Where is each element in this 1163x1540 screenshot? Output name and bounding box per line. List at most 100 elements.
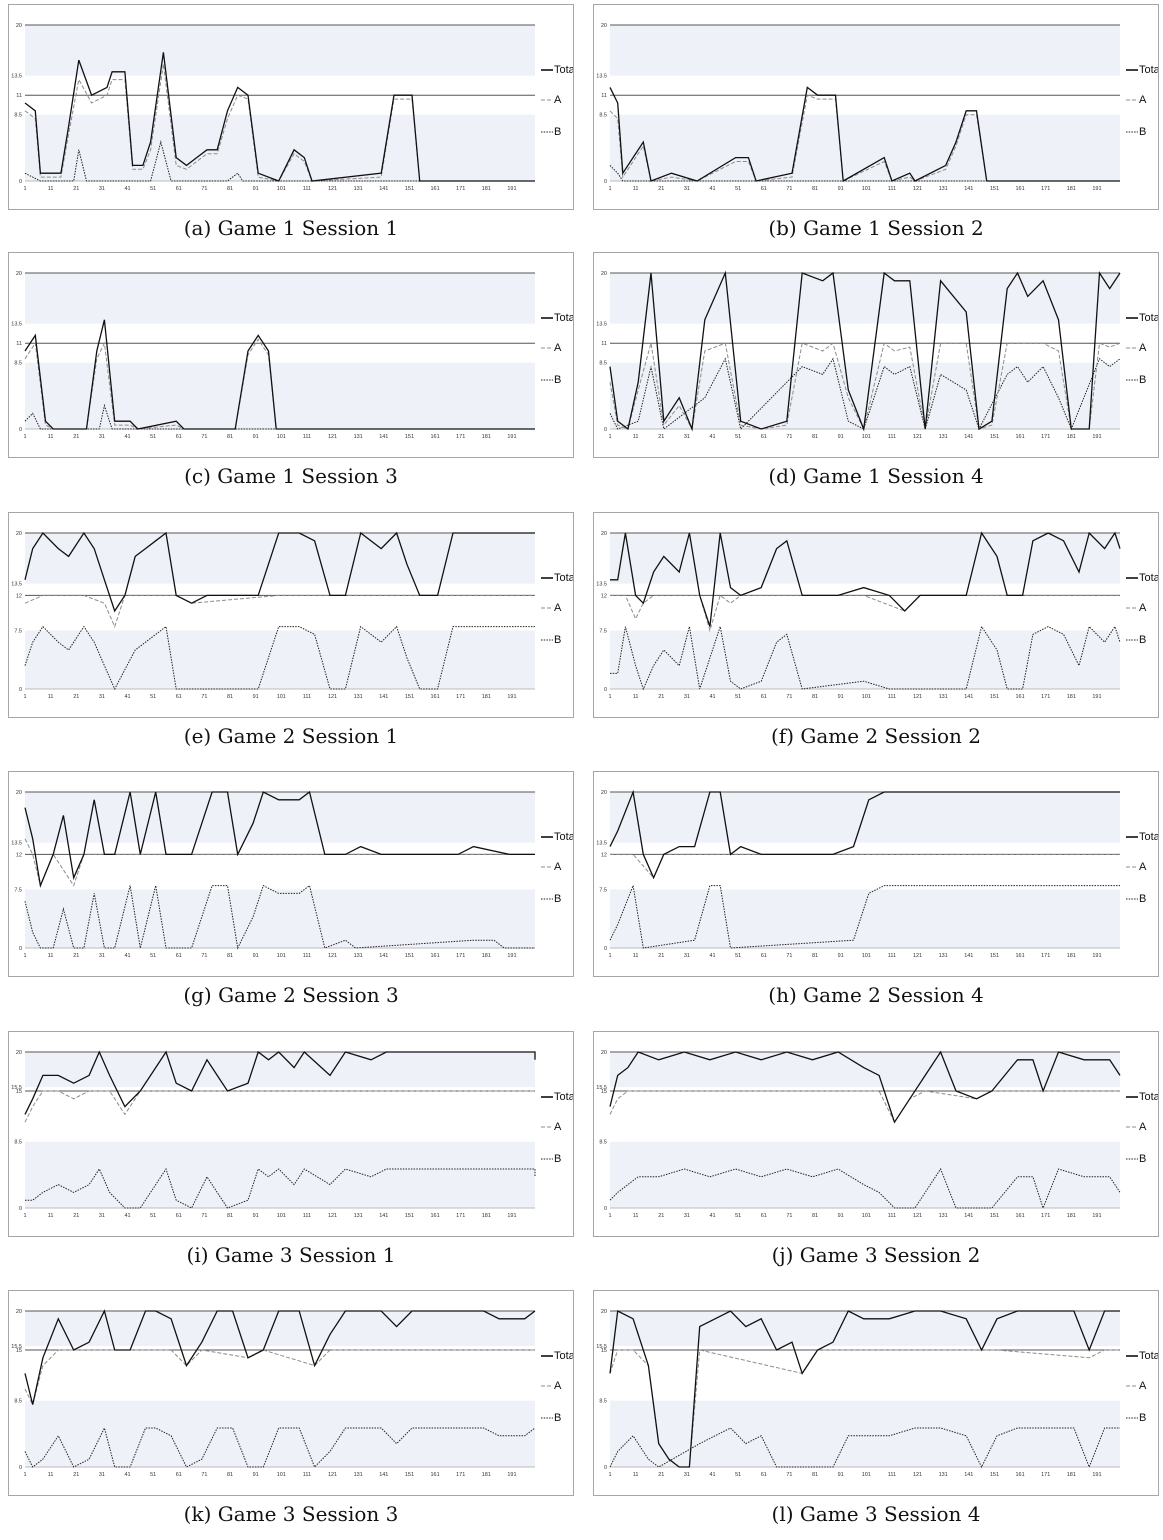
y-tick-label: 15: [601, 1348, 607, 1354]
y-tick-label: 15.5: [11, 1344, 22, 1350]
x-tick-label: 111: [888, 1472, 896, 1478]
x-tick-label: 91: [253, 1213, 259, 1219]
x-tick-label: 1: [608, 1472, 611, 1478]
x-tick-label: 141: [964, 186, 973, 192]
chart-panel: 20 13.5 12 7.5 0 1 11 21 31 41 51 61 71 81 91 101 111 121…: [589, 512, 1163, 762]
x-tick-label: 21: [658, 953, 664, 959]
x-tick-label: 191: [507, 434, 516, 440]
x-tick-label: 31: [684, 186, 690, 192]
series-line-b: [24, 625, 535, 691]
x-tick-label: 41: [709, 434, 715, 440]
x-tick-label: 131: [939, 953, 948, 959]
series-line-a: [610, 853, 1120, 879]
series-line-total: [24, 1309, 536, 1405]
x-tick-label: 91: [838, 1472, 844, 1478]
x-tick-label: 161: [1015, 694, 1024, 700]
x-tick-label: 171: [456, 186, 465, 192]
x-tick-label: 161: [1015, 186, 1024, 192]
y-tick-label: 12: [16, 593, 22, 599]
x-tick-label: 31: [684, 1213, 690, 1219]
x-tick-label: 161: [1015, 434, 1024, 440]
x-tick-label: 191: [507, 953, 516, 959]
legend-label: B: [554, 126, 561, 138]
y-tick-label: 12: [601, 593, 607, 599]
y-tick-label: 8.5: [599, 1140, 607, 1146]
x-tick-label: 91: [838, 694, 844, 700]
x-tick-label: 121: [913, 434, 922, 440]
x-tick-label: 171: [1041, 434, 1050, 440]
legend-label: A: [1139, 94, 1147, 106]
x-tick-label: 131: [354, 1213, 363, 1219]
x-tick-label: 61: [176, 434, 182, 440]
chart-panel: 20 13.5 12 7.5 0 1 11 21 31 41 51 61 71 81 91 101 111 121…: [4, 771, 578, 1021]
y-tick-label: 0: [604, 427, 607, 433]
x-tick-label: 11: [633, 694, 639, 700]
x-tick-label: 121: [913, 1472, 922, 1478]
x-tick-label: 141: [379, 434, 388, 440]
legend-label: A: [1139, 861, 1147, 873]
x-tick-label: 41: [709, 953, 715, 959]
y-tick-label: 0: [604, 946, 607, 952]
y-tick-label: 13.5: [11, 582, 22, 588]
legend-label: B: [554, 893, 561, 905]
legend-label: B: [1139, 893, 1146, 905]
x-tick-label: 81: [227, 1472, 233, 1478]
x-tick-label: 111: [303, 694, 311, 700]
x-tick-label: 41: [709, 1472, 715, 1478]
x-tick-label: 11: [633, 186, 639, 192]
chart-caption: (g) Game 2 Session 3: [183, 983, 399, 1007]
x-tick-label: 91: [838, 186, 844, 192]
x-tick-label: 11: [633, 434, 639, 440]
x-tick-label: 141: [379, 1472, 388, 1478]
series-line-a: [24, 594, 535, 628]
y-tick-label: 0: [604, 179, 607, 185]
x-tick-label: 191: [507, 186, 516, 192]
x-tick-label: 101: [277, 186, 286, 192]
x-tick-label: 141: [964, 1213, 973, 1219]
shaded-band: [610, 1141, 1120, 1208]
x-tick-label: 121: [328, 694, 337, 700]
legend-label: A: [554, 1380, 562, 1392]
x-tick-label: 181: [482, 694, 491, 700]
x-tick-label: 101: [862, 1472, 871, 1478]
y-tick-label: 8.5: [14, 1140, 22, 1146]
y-tick-label: 20: [601, 531, 607, 537]
legend-label: A: [554, 342, 562, 354]
x-tick-label: 161: [430, 694, 439, 700]
x-tick-label: 31: [99, 1213, 105, 1219]
x-tick-label: 171: [456, 1213, 465, 1219]
series-line-a: [24, 838, 535, 888]
x-tick-label: 191: [1092, 186, 1101, 192]
shaded-band: [25, 889, 535, 948]
x-tick-label: 111: [303, 434, 311, 440]
x-tick-label: 81: [812, 434, 818, 440]
x-tick-label: 151: [405, 1472, 414, 1478]
x-tick-label: 101: [277, 1472, 286, 1478]
x-tick-label: 121: [328, 1472, 337, 1478]
x-tick-label: 101: [277, 434, 286, 440]
x-tick-label: 131: [354, 953, 363, 959]
chart-frame: 20 13.5 12 7.5 0 1 11 21 31 41 51 61 71 81 91 101 111 121…: [8, 771, 574, 977]
x-tick-label: 101: [277, 1213, 286, 1219]
x-tick-label: 21: [73, 953, 79, 959]
x-tick-label: 181: [1067, 1213, 1076, 1219]
chart-panel: 20 13.5 11 8.5 0 1 11 21 31 41 51 61 71 81 91 101 111 121…: [4, 252, 578, 502]
series-line-b: [610, 625, 1121, 691]
legend-label: B: [554, 1153, 561, 1165]
chart-frame: 20 15.5 15 8.5 0 1 11 21 31 41 51 61 71 81 91 101 111 121…: [593, 1031, 1159, 1237]
chart-caption: (c) Game 1 Session 3: [184, 464, 398, 488]
chart-panel: 20 15.5 15 8.5 0 1 11 21 31 41 51 61 71 81 91 101 111 121…: [4, 1031, 578, 1281]
x-tick-label: 41: [124, 1213, 130, 1219]
x-tick-label: 91: [838, 953, 844, 959]
y-tick-label: 13.5: [11, 322, 22, 328]
shaded-band: [610, 273, 1120, 324]
y-tick-label: 0: [19, 179, 22, 185]
chart-panel: 20 13.5 12 7.5 0 1 11 21 31 41 51 61 71 81 91 101 111 121…: [4, 512, 578, 762]
x-tick-label: 161: [430, 1472, 439, 1478]
shaded-band: [25, 1141, 535, 1208]
x-tick-label: 151: [990, 186, 999, 192]
x-tick-label: 81: [812, 1213, 818, 1219]
chart-frame: 20 13.5 11 8.5 0 1 11 21 31 41 51 61 71 81 91 101 111 121…: [593, 4, 1159, 210]
x-tick-label: 21: [658, 1213, 664, 1219]
